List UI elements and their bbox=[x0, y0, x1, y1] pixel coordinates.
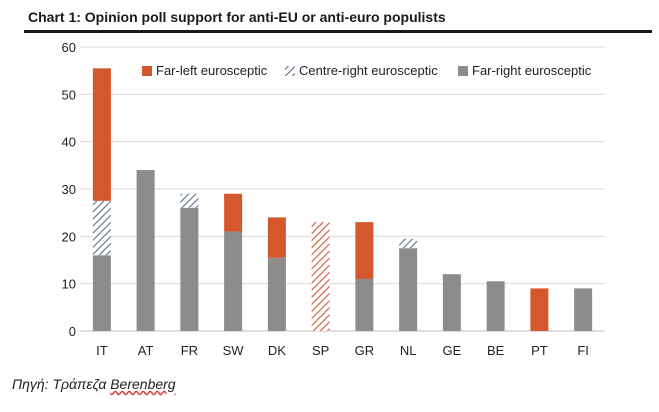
legend-swatch-centre-right bbox=[285, 66, 295, 76]
y-tick-label: 60 bbox=[62, 40, 76, 55]
chart-title: Chart 1: Opinion poll support for anti-E… bbox=[28, 9, 446, 25]
x-tick-label-nl: NL bbox=[400, 343, 417, 358]
x-tick-label-dk: DK bbox=[268, 343, 286, 358]
x-tick-label-sw: SW bbox=[223, 343, 245, 358]
x-tick-label-ge: GE bbox=[442, 343, 461, 358]
bar-segment-pt-far_left bbox=[530, 288, 549, 331]
x-tick-label-it: IT bbox=[96, 343, 108, 358]
bar-segment-it-far_left bbox=[92, 68, 111, 201]
bar-segment-sw-far_left bbox=[224, 193, 243, 232]
y-tick-label: 50 bbox=[62, 87, 76, 102]
bar-segment-nl-far_right bbox=[399, 248, 418, 331]
bar-segment-fr-centre_right-hatch bbox=[180, 193, 199, 208]
y-tick-label: 10 bbox=[62, 277, 76, 292]
bar-segment-ge-far_right bbox=[442, 274, 461, 331]
legend: Far-left eurosceptic Centre-right eurosc… bbox=[142, 63, 592, 78]
x-tick-label-fr: FR bbox=[181, 343, 198, 358]
grid-lines bbox=[80, 46, 605, 332]
bar-chart: 0 10 20 30 40 50 60 IT AT FR SW DK SP GR NL GE BE PT FI F… bbox=[62, 40, 605, 358]
bar-segment-it-far_right bbox=[92, 255, 111, 331]
x-axis-ticks: IT AT FR SW DK SP GR NL GE BE PT FI bbox=[96, 343, 589, 358]
bar-segment-gr-far_left bbox=[355, 222, 374, 279]
x-tick-label-gr: GR bbox=[355, 343, 375, 358]
legend-label-far-left: Far-left eurosceptic bbox=[156, 63, 268, 78]
source-note: Πηγή: Τράπεζα Berenberg bbox=[12, 376, 176, 392]
source-brand: Berenberg bbox=[110, 376, 176, 392]
bar-segment-sw-far_right bbox=[224, 231, 243, 331]
y-axis-ticks: 0 10 20 30 40 50 60 bbox=[62, 40, 76, 339]
bar-segment-gr-far_right bbox=[355, 278, 374, 331]
legend-label-centre-right: Centre-right eurosceptic bbox=[299, 63, 438, 78]
bar-segment-it-centre_right-hatch bbox=[92, 200, 111, 256]
x-tick-label-be: BE bbox=[487, 343, 505, 358]
bar-segment-sp-far_left-hatch bbox=[311, 222, 330, 331]
x-tick-label-fi: FI bbox=[577, 343, 589, 358]
y-tick-label: 30 bbox=[62, 182, 76, 197]
bar-segment-dk-far_right bbox=[267, 257, 286, 331]
legend-swatch-far-right bbox=[458, 66, 468, 76]
bars-group bbox=[92, 68, 593, 331]
bar-segment-dk-far_left bbox=[267, 217, 286, 258]
x-tick-label-sp: SP bbox=[312, 343, 329, 358]
bar-segment-fr-far_right bbox=[180, 207, 199, 331]
bar-segment-at-far_right bbox=[136, 170, 155, 331]
bar-segment-fi-far_right bbox=[574, 288, 593, 331]
title-rule bbox=[24, 30, 652, 33]
x-tick-label-pt: PT bbox=[531, 343, 548, 358]
bar-segment-nl-centre_right-hatch bbox=[399, 238, 418, 249]
legend-swatch-far-left bbox=[142, 66, 152, 76]
y-tick-label: 40 bbox=[62, 135, 76, 150]
source-prefix: Πηγή: Τράπεζα bbox=[12, 376, 111, 392]
y-tick-label: 0 bbox=[69, 324, 76, 339]
y-tick-label: 20 bbox=[62, 229, 76, 244]
bar-segment-be-far_right bbox=[486, 281, 505, 331]
x-tick-label-at: AT bbox=[138, 343, 154, 358]
legend-label-far-right: Far-right eurosceptic bbox=[472, 63, 592, 78]
